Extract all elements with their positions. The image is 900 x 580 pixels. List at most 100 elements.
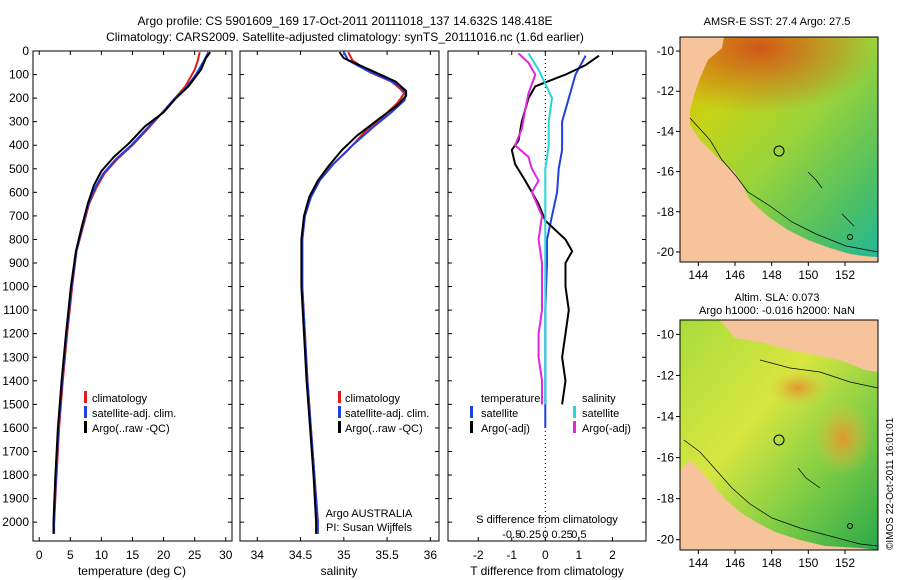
map-y-tick-label: -10 (657, 327, 675, 341)
y-tick-label: 1900 (2, 492, 29, 506)
y-tick-label: 1800 (2, 468, 29, 482)
x-tick-label: 0 (36, 548, 43, 562)
map-y-tick-label: -18 (657, 205, 675, 219)
salinity-plot: 34 34.5 35 35.5 36 (240, 50, 439, 562)
y-tick-label: 100 (9, 68, 29, 82)
x-tick-label: 5 (67, 548, 74, 562)
y-tick-label: 0 (22, 44, 29, 58)
y-tick-label: 700 (9, 209, 29, 223)
top-x-tick-label: 0 (542, 529, 548, 541)
map-x-tick-label: 146 (725, 556, 745, 570)
map-x-tick-label: 150 (798, 556, 818, 570)
sst-map (679, 36, 879, 263)
x-tick-label: 25 (188, 548, 202, 562)
sla-map-title-2: Argo h1000: -0.016 h2000: NaN (699, 305, 855, 317)
sla-map-axes: 144 146 148 150 152 -10 -12 -14 -16 -18 -20 (657, 327, 856, 570)
map-x-tick-label: 152 (835, 268, 855, 282)
x-tick-label: 35 (337, 548, 351, 562)
x-tick-label: 1 (576, 548, 583, 562)
series-line (53, 51, 201, 523)
top-x-tick-label: 0.25 (551, 529, 572, 541)
map-x-tick-label: 144 (688, 556, 708, 570)
argo-pi-label: PI: Susan Wijffels (326, 522, 412, 534)
legend-swatch-argo (338, 421, 341, 433)
map-y-tick-label: -20 (657, 245, 675, 259)
y-tick-label: 800 (9, 232, 29, 246)
legend-title-temperature: temperature (481, 393, 540, 405)
legend-label-climatology: climatology (92, 393, 148, 405)
y-tick-label: 2000 (2, 515, 29, 529)
y-tick-label: 1400 (2, 374, 29, 388)
difference-plot: -2 -1 0 1 2 -0.5-0.25 0 0.250.5 (448, 50, 646, 562)
y-tick-label: 1100 (3, 303, 29, 317)
x-tick-label: 30 (219, 548, 233, 562)
legend-swatch-climatology (338, 391, 341, 403)
y-tick-label: 900 (9, 256, 29, 270)
series-line (527, 52, 553, 405)
legend-label-t-argo: Argo(-adj) (481, 423, 530, 435)
temperature-plot: 0100200300400500600700800900100011001200… (2, 44, 232, 562)
y-tick-label: 1700 (2, 444, 29, 458)
legend-swatch-argo (84, 421, 87, 433)
series-line (300, 51, 408, 534)
map-x-tick-label: 146 (725, 268, 745, 282)
y-tick-label: 1600 (2, 421, 29, 435)
map-y-tick-label: -14 (657, 410, 675, 424)
map-x-tick-label: 150 (798, 268, 818, 282)
sla-map-land-png (680, 320, 878, 372)
legend-label-argo: Argo(..raw -QC) (92, 423, 170, 435)
top-x-tick-label: 0.5 (571, 529, 586, 541)
legend-label-argo: Argo(..raw -QC) (345, 423, 423, 435)
temperature-xlabel: temperature (deg C) (78, 564, 186, 578)
legend-swatch-satellite (84, 406, 87, 418)
map-y-tick-label: -18 (657, 492, 675, 506)
series-line (52, 51, 212, 534)
sla-map-frame (679, 319, 879, 551)
map-y-tick-label: -12 (657, 84, 675, 98)
legend-label-s-satellite: satellite (582, 408, 619, 420)
y-tick-label: 300 (9, 115, 29, 129)
legend-swatch-t-satellite (470, 406, 473, 418)
sla-map (679, 319, 879, 551)
y-tick-label: 1200 (2, 327, 29, 341)
legend-label-satellite: satellite-adj. clim. (345, 408, 429, 420)
y-tick-label: 600 (9, 185, 29, 199)
legend-label-t-satellite: satellite (481, 408, 518, 420)
salinity-panel (239, 50, 440, 542)
sla-map-reef-contour (683, 359, 879, 547)
sla-map-high-anomaly (813, 400, 873, 476)
map-y-tick-label: -20 (657, 533, 675, 547)
legend-swatch-satellite (338, 406, 341, 418)
top-x-tick-label: -0.25 (516, 529, 541, 541)
map-y-tick-label: -10 (657, 44, 675, 58)
sst-map-argo-marker (773, 145, 785, 157)
top-x-tick-label: -0.5 (502, 529, 521, 541)
sla-map-secondary-marker (847, 523, 853, 529)
sla-map-land-australia (680, 460, 878, 550)
imos-credit: ©IMOS 22-Oct-2011 16:01:01 (885, 417, 896, 550)
sla-map-argo-marker (773, 434, 785, 446)
map-x-tick-label: 152 (835, 556, 855, 570)
x-tick-label: -1 (506, 548, 517, 562)
series-line (301, 51, 406, 523)
legend-label-s-argo: Argo(-adj) (582, 423, 631, 435)
difference-legend: temperature satellite Argo(-adj) salinit… (470, 393, 631, 435)
sst-map-reef-contour (689, 117, 879, 253)
x-tick-label: 34.5 (289, 548, 313, 562)
legend-swatch-s-satellite (573, 406, 576, 418)
sla-map-title-1: Altim. SLA: 0.073 (735, 292, 820, 304)
legend-title-salinity: salinity (582, 393, 616, 405)
legend-label-climatology: climatology (345, 393, 401, 405)
difference-xlabel: T difference from climatology (470, 564, 624, 578)
legend-swatch-t-argo (470, 421, 473, 433)
map-y-tick-label: -12 (657, 368, 675, 382)
y-tick-label: 1500 (2, 397, 29, 411)
map-y-tick-label: -16 (657, 451, 675, 465)
difference-panel (447, 50, 647, 542)
x-tick-label: 35.5 (375, 548, 399, 562)
difference-top-xlabel: S difference from climatology (476, 514, 618, 526)
series-line (301, 51, 408, 534)
sst-map-title: AMSR-E SST: 27.4 Argo: 27.5 (704, 16, 851, 28)
x-tick-label: 36 (424, 548, 438, 562)
